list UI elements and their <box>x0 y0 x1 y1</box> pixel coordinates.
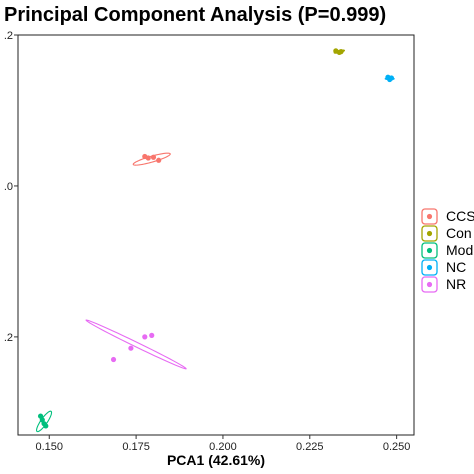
x-tick-label: 0.250 <box>383 441 411 453</box>
x-tick-label: 0.225 <box>296 441 324 453</box>
legend-dot-ccs <box>426 213 433 220</box>
point-ccs <box>145 155 151 161</box>
x-axis-label: PCA1 (42.61%) <box>167 452 265 468</box>
x-axis: 0.150 0.175 0.200 0.225 0.250 <box>35 435 410 453</box>
ellipse-mod <box>36 410 53 433</box>
point-nr <box>142 334 148 340</box>
legend-dot-mod <box>426 247 433 254</box>
x-tick-label: 0.150 <box>35 441 63 453</box>
legend-label-con: Con <box>446 225 472 241</box>
legend-label-ccs: CCS <box>446 208 474 224</box>
legend-dot-nc <box>426 264 433 271</box>
point-nc <box>388 75 395 81</box>
plot-panel <box>17 34 415 436</box>
legend-dot-con <box>426 230 433 237</box>
legend-label-nc: NC <box>446 259 466 275</box>
y-tick-label: .2 <box>4 30 13 42</box>
point-layer <box>37 48 395 429</box>
ellipse-ccs <box>132 152 171 166</box>
y-tick-label: .0 <box>4 181 13 193</box>
ellipse-nr <box>85 319 187 370</box>
legend-label-nr: NR <box>446 276 466 292</box>
x-tick-label: 0.200 <box>209 441 237 453</box>
point-con <box>338 49 344 55</box>
point-mod <box>43 423 49 429</box>
point-nr <box>110 356 117 363</box>
legend-label-mod: Mod <box>446 242 473 258</box>
point-nr <box>149 332 155 338</box>
point-nr <box>128 345 134 351</box>
plot-area <box>36 48 395 433</box>
legend-dot-nr <box>426 281 433 288</box>
x-tick-label: 0.175 <box>122 441 150 453</box>
point-ccs <box>150 154 157 160</box>
y-axis: .2 .0 .2 <box>4 30 18 344</box>
y-tick-label: .2 <box>4 332 13 344</box>
point-ccs <box>156 157 162 163</box>
chart-title: Principal Component Analysis (P=0.999) <box>4 4 386 26</box>
